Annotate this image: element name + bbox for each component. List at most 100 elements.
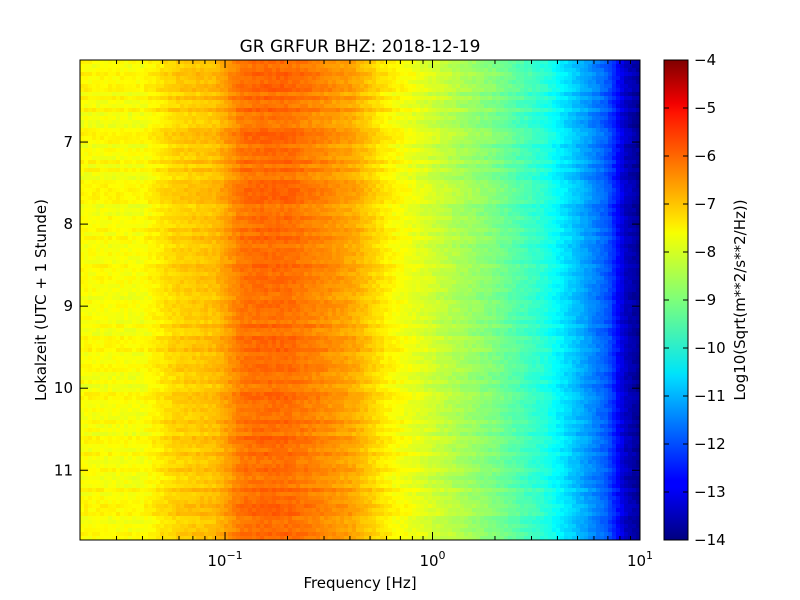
spectrogram-cell <box>196 256 201 261</box>
spectrogram-cell <box>96 232 101 237</box>
spectrogram-cell <box>196 108 201 113</box>
spectrogram-cell <box>156 320 161 325</box>
spectrogram-cell <box>232 440 237 445</box>
spectrogram-cell <box>112 64 117 69</box>
spectrogram-cell <box>100 344 105 349</box>
spectrogram-cell <box>88 148 93 153</box>
spectrogram-cell <box>92 232 97 237</box>
spectrogram-cell <box>236 188 241 193</box>
spectrogram-cell <box>124 204 129 209</box>
spectrogram-cell <box>116 420 121 425</box>
spectrogram-cell <box>144 396 149 401</box>
spectrogram-cell <box>204 60 209 65</box>
spectrogram-cell <box>88 472 93 477</box>
spectrogram-cell <box>80 136 85 141</box>
spectrogram-cell <box>100 404 105 409</box>
spectrogram-cell <box>136 312 141 317</box>
spectrogram-cell <box>152 300 157 305</box>
spectrogram-cell <box>196 424 201 429</box>
spectrogram-cell <box>128 532 133 537</box>
spectrogram-cell <box>108 476 113 481</box>
spectrogram-cell <box>220 236 225 241</box>
spectrogram-cell <box>168 228 173 233</box>
spectrogram-cell <box>208 416 213 421</box>
spectrogram-cell <box>188 192 193 197</box>
spectrogram-cell <box>220 252 225 257</box>
spectrogram-cell <box>84 152 89 157</box>
spectrogram-cell <box>180 356 185 361</box>
spectrogram-cell <box>92 336 97 341</box>
spectrogram-cell <box>208 172 213 177</box>
spectrogram-cell <box>152 244 157 249</box>
spectrogram-cell <box>92 168 97 173</box>
spectrogram-cell <box>180 476 185 481</box>
spectrogram-cell <box>216 340 221 345</box>
spectrogram-cell <box>148 276 153 281</box>
spectrogram-cell <box>244 124 249 129</box>
spectrogram-cell <box>204 212 209 217</box>
spectrogram-cell <box>188 232 193 237</box>
spectrogram-cell <box>156 300 161 305</box>
spectrogram-cell <box>140 392 145 397</box>
spectrogram-cell <box>212 504 217 509</box>
spectrogram-cell <box>200 96 205 101</box>
spectrogram-cell <box>92 468 97 473</box>
spectrogram-cell <box>108 328 113 333</box>
spectrogram-cell <box>184 208 189 213</box>
spectrogram-cell <box>184 140 189 145</box>
spectrogram-cell <box>208 216 213 221</box>
spectrogram-cell <box>196 164 201 169</box>
spectrogram-cell <box>80 244 85 249</box>
spectrogram-cell <box>176 236 181 241</box>
spectrogram-cell <box>148 476 153 481</box>
spectrogram-cell <box>184 104 189 109</box>
spectrogram-cell <box>132 304 137 309</box>
spectrogram-cell <box>188 160 193 165</box>
spectrogram-cell <box>164 248 169 253</box>
spectrogram-cell <box>200 464 205 469</box>
spectrogram-cell <box>116 280 121 285</box>
spectrogram-cell <box>208 108 213 113</box>
spectrogram-cell <box>184 68 189 73</box>
spectrogram-cell <box>156 244 161 249</box>
spectrogram-cell <box>148 520 153 525</box>
spectrogram-cell <box>148 144 153 149</box>
spectrogram-cell <box>144 508 149 513</box>
spectrogram-cell <box>188 284 193 289</box>
spectrogram-cell <box>92 252 97 257</box>
spectrogram-cell <box>216 460 221 465</box>
spectrogram-cell <box>212 356 217 361</box>
spectrogram-cell <box>80 368 85 373</box>
spectrogram-cell <box>92 412 97 417</box>
spectrogram-cell <box>224 120 229 125</box>
spectrogram-cell <box>112 536 117 540</box>
spectrogram-cell <box>120 124 125 129</box>
spectrogram-cell <box>104 356 109 361</box>
spectrogram-cell <box>92 308 97 313</box>
spectrogram-cell <box>160 232 165 237</box>
spectrogram-cell <box>224 136 229 141</box>
spectrogram-cell <box>220 432 225 437</box>
spectrogram-cell <box>220 372 225 377</box>
spectrogram-cell <box>208 476 213 481</box>
spectrogram-cell <box>124 452 129 457</box>
spectrogram-cell <box>120 532 125 537</box>
spectrogram-cell <box>120 268 125 273</box>
spectrogram-cell <box>164 420 169 425</box>
spectrogram-cell <box>200 440 205 445</box>
spectrogram-cell <box>212 108 217 113</box>
spectrogram-cell <box>212 92 217 97</box>
spectrogram-cell <box>96 296 101 301</box>
spectrogram-cell <box>232 148 237 153</box>
spectrogram-cell <box>244 84 249 89</box>
spectrogram-cell <box>124 536 129 540</box>
spectrogram-cell <box>96 440 101 445</box>
spectrogram-cell <box>240 228 245 233</box>
spectrogram-cell <box>100 484 105 489</box>
spectrogram-cell <box>96 64 101 69</box>
spectrogram-cell <box>160 124 165 129</box>
spectrogram-cell <box>120 180 125 185</box>
spectrogram-cell <box>236 92 241 97</box>
spectrogram-cell <box>208 428 213 433</box>
spectrogram-cell <box>100 268 105 273</box>
